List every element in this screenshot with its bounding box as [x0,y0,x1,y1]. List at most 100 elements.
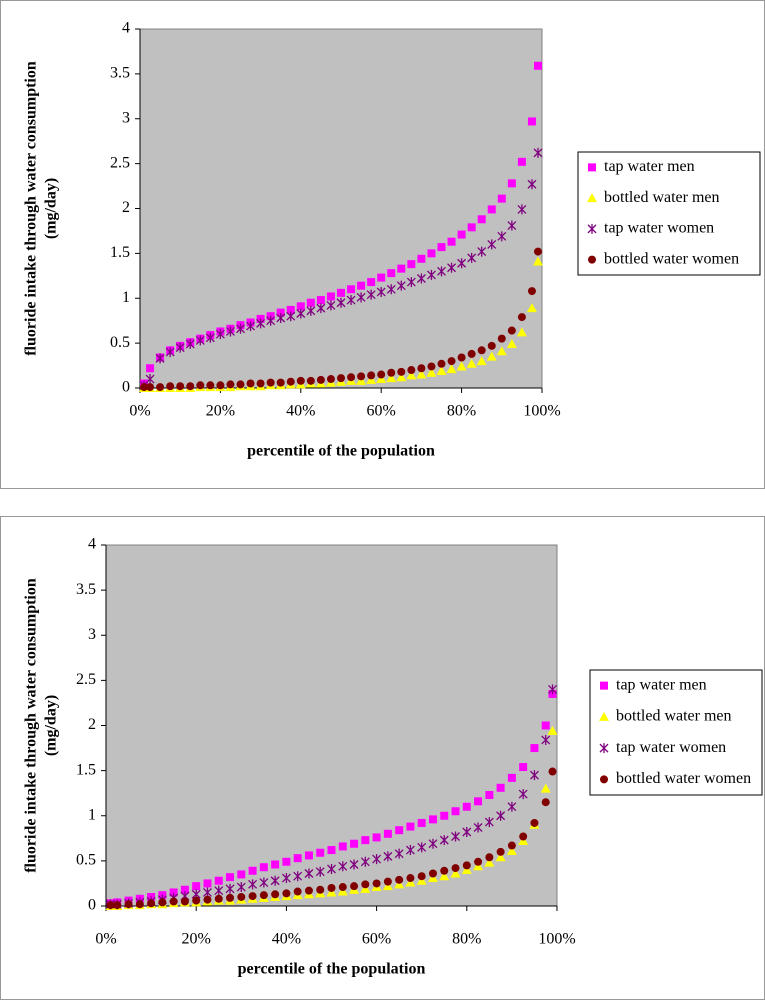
x-tick-label: 80% [447,403,476,420]
data-point [195,335,205,346]
y-tick-label: 3 [122,109,130,126]
data-point [236,882,246,893]
data-point [316,375,325,384]
x-tick-label: 40% [286,403,315,420]
data-point [427,362,436,371]
data-point [496,346,507,356]
data-point [266,378,275,387]
data-point [428,815,437,824]
data-point [145,374,155,385]
y-tick-label: 0.5 [76,852,96,869]
data-point [507,773,516,782]
data-point [304,851,313,860]
data-point [506,845,517,855]
y-tick-label: 3 [88,626,96,643]
data-point [533,147,543,158]
data-point [496,810,506,821]
y-tick-label: 4 [122,20,130,37]
data-point [540,783,551,793]
data-point [205,332,215,343]
data-point [476,356,487,366]
data-point [356,292,366,303]
data-point [304,868,314,879]
data-point [286,311,296,322]
data-point [203,879,212,888]
data-point [236,380,245,389]
data-point [259,877,269,888]
data-point [256,379,265,388]
data-point [437,359,446,368]
data-point [350,839,359,848]
data-point [406,874,415,883]
y-tick-label: 3.5 [76,581,96,598]
data-point [226,873,235,882]
data-point [338,861,348,872]
data-point [477,346,486,355]
data-point [486,351,497,361]
data-point [497,194,506,203]
data-point [396,372,407,382]
data-point [296,308,306,319]
data-point [487,341,496,350]
data-point [506,339,517,349]
data-point [548,684,557,695]
data-point [395,875,404,884]
data-point [529,770,539,781]
data-point [417,818,426,827]
data-point [293,871,303,882]
data-point [360,883,371,893]
y-axis-title: (mg/day) [43,178,60,239]
legend-label: tap water women [616,739,726,756]
data-point [439,835,449,846]
legend-marker [587,193,597,203]
data-point [416,273,426,284]
data-point [416,369,427,379]
data-point [276,312,286,323]
data-point [517,313,526,322]
data-point [214,876,223,885]
data-point [527,179,537,190]
data-point [286,377,295,386]
legend-box [577,151,761,276]
data-point [451,807,460,816]
data-point [214,894,223,903]
data-point [225,326,235,337]
data-point [346,295,356,306]
data-point [406,370,417,380]
x-tick-label: 100% [538,931,575,948]
data-point [428,869,437,878]
y-tick-label: 1 [122,289,130,306]
data-point [405,845,415,856]
data-point [337,288,345,297]
data-point [473,822,483,833]
data-point [383,851,393,862]
data-point [372,879,381,888]
y-tick-label: 0.5 [110,334,130,351]
data-point [246,379,255,388]
legend-label: tap water men [616,676,707,693]
data-point [437,243,446,252]
data-point [293,887,302,896]
data-point [548,767,557,776]
data-point [296,302,305,311]
data-point [377,370,386,379]
data-point [397,264,406,273]
data-point [236,323,245,334]
data-point [383,877,392,886]
data-point [146,383,155,392]
data-point [517,204,527,215]
data-point [336,297,346,308]
data-point [169,897,178,906]
data-point [447,357,456,366]
legend-label: bottled water women [604,250,739,267]
data-point [271,890,280,899]
data-point [456,361,467,371]
data-point [256,318,266,329]
legend-marker [588,255,596,264]
data-point [496,783,505,792]
y-tick-label: 2.5 [76,671,96,688]
data-point [166,382,175,391]
y-tick-label: 4 [88,536,96,553]
data-point [457,230,466,239]
